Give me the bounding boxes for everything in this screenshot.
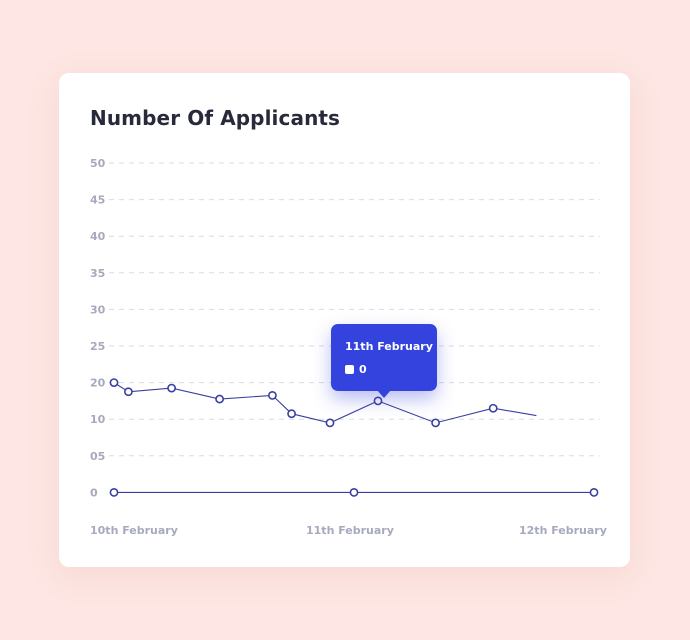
x-tick-label: 11th February xyxy=(306,524,394,537)
tooltip-date: 11th February xyxy=(345,340,433,353)
data-point xyxy=(124,387,133,397)
y-tick-label: 10 xyxy=(90,413,106,426)
data-point xyxy=(287,409,296,419)
chart-card: Number Of Applicants 50 45 40 35 30 25 20 10 05 0… xyxy=(59,73,630,567)
y-tick-label: 20 xyxy=(90,377,106,390)
y-tick-label: 30 xyxy=(90,303,106,316)
chart-title: Number Of Applicants xyxy=(90,106,341,130)
data-point xyxy=(431,418,440,428)
y-tick-label: 25 xyxy=(90,340,105,353)
data-point xyxy=(373,396,383,406)
y-tick-label: 50 xyxy=(90,157,106,170)
data-point xyxy=(267,391,277,400)
y-tick-label: 35 xyxy=(90,267,105,280)
x-tick-label: 12th February xyxy=(519,524,607,537)
tooltip-value: 0 xyxy=(359,363,367,376)
y-tick-label: 05 xyxy=(90,450,105,463)
data-point xyxy=(349,487,359,497)
y-tick-label: 0 xyxy=(90,486,98,499)
data-point xyxy=(109,378,119,387)
data-point xyxy=(589,487,599,497)
tooltip-swatch-icon xyxy=(345,365,354,374)
line-chart: 50 45 40 35 30 25 20 10 05 0 10th February 11th Feb… xyxy=(90,157,607,537)
chart-tooltip: 11th February 0 xyxy=(331,324,437,398)
x-tick-label: 10th February xyxy=(90,524,178,537)
data-point xyxy=(167,383,176,393)
data-point xyxy=(215,394,224,404)
data-point xyxy=(109,487,119,497)
data-point xyxy=(325,418,335,428)
tooltip-value-row: 0 xyxy=(345,363,367,376)
y-tick-label: 45 xyxy=(90,194,105,207)
data-point xyxy=(488,403,498,413)
series-line xyxy=(113,382,537,424)
y-tick-label: 40 xyxy=(90,230,106,243)
